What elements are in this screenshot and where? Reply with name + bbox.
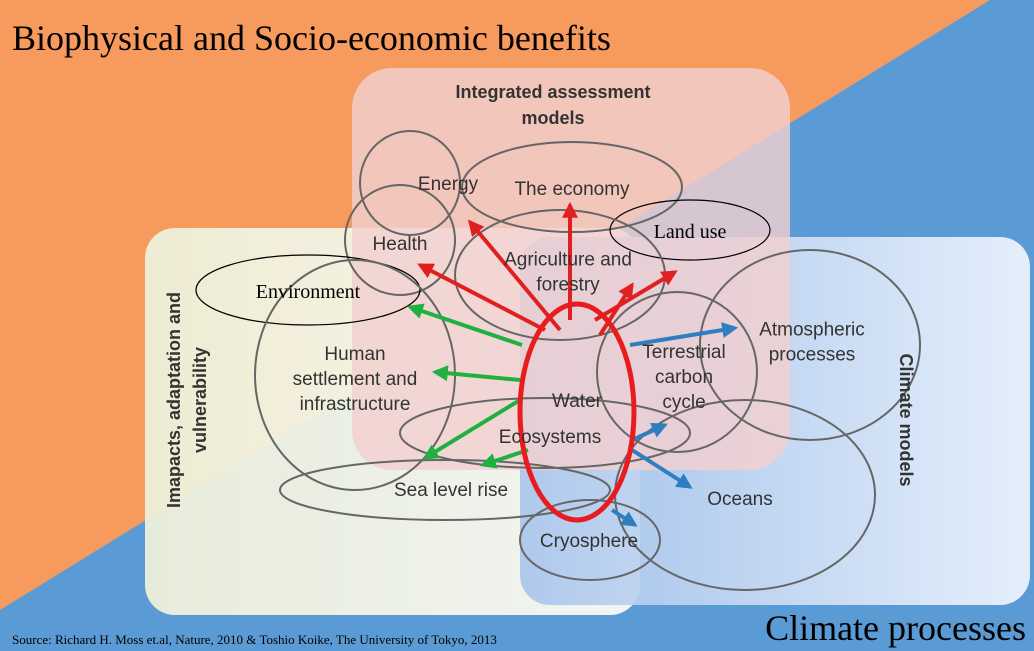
ellipses [195,130,921,591]
ellipse [344,184,456,296]
node-label: Cryosphere [540,531,638,552]
arrow [479,448,529,469]
title: Biophysical and Socio-economic benefits [12,18,611,58]
arrow [431,365,521,382]
node-label: Human [324,344,385,365]
arrow [422,398,522,460]
arrow [593,270,678,322]
node-label: infrastructure [300,394,411,415]
water-ellipse [517,301,637,523]
group-label: Climate models [896,353,916,486]
arrow [467,219,562,332]
node-label: carbon [655,367,713,388]
arrow [417,263,546,332]
node-label: settlement and [293,369,418,390]
node-label: Terrestrial [642,342,725,363]
node-label: Water [552,391,603,412]
node-label: Oceans [707,489,772,510]
arrow [610,508,638,527]
arrow [598,282,634,337]
node-label: Ecosystems [499,427,601,448]
group-label: Integrated assessment [455,82,650,102]
ellipse [359,130,461,236]
node-label: Energy [418,174,479,195]
ellipse [596,291,758,453]
arrow [629,322,739,347]
ellipse [399,397,691,469]
group-label: models [521,108,584,128]
node-label: Land use [654,221,727,243]
group-label: Imapacts, adaptation and [164,292,184,508]
node-label: processes [769,345,856,366]
arrow [406,303,523,347]
ellipse [699,249,921,441]
node-label: forestry [536,275,600,296]
corner-label: Climate processes [765,608,1026,648]
group-label: vulnerability [190,347,210,453]
node-label: Health [373,234,428,255]
arrow [631,423,668,442]
node-label: Environment [256,281,361,303]
node-label: cycle [662,392,705,413]
source: Source: Richard H. Moss et.al, Nature, 2… [12,632,497,647]
ellipse [609,199,771,261]
node-label: Atmospheric [759,320,865,341]
ellipse [195,254,421,326]
node-label: Sea level rise [394,480,508,501]
arrows [406,201,739,527]
node-label: Agriculture and [504,250,632,271]
arrow [630,448,693,489]
ellipse [279,459,611,521]
ellipse [519,499,661,581]
node-label: The economy [514,179,630,200]
